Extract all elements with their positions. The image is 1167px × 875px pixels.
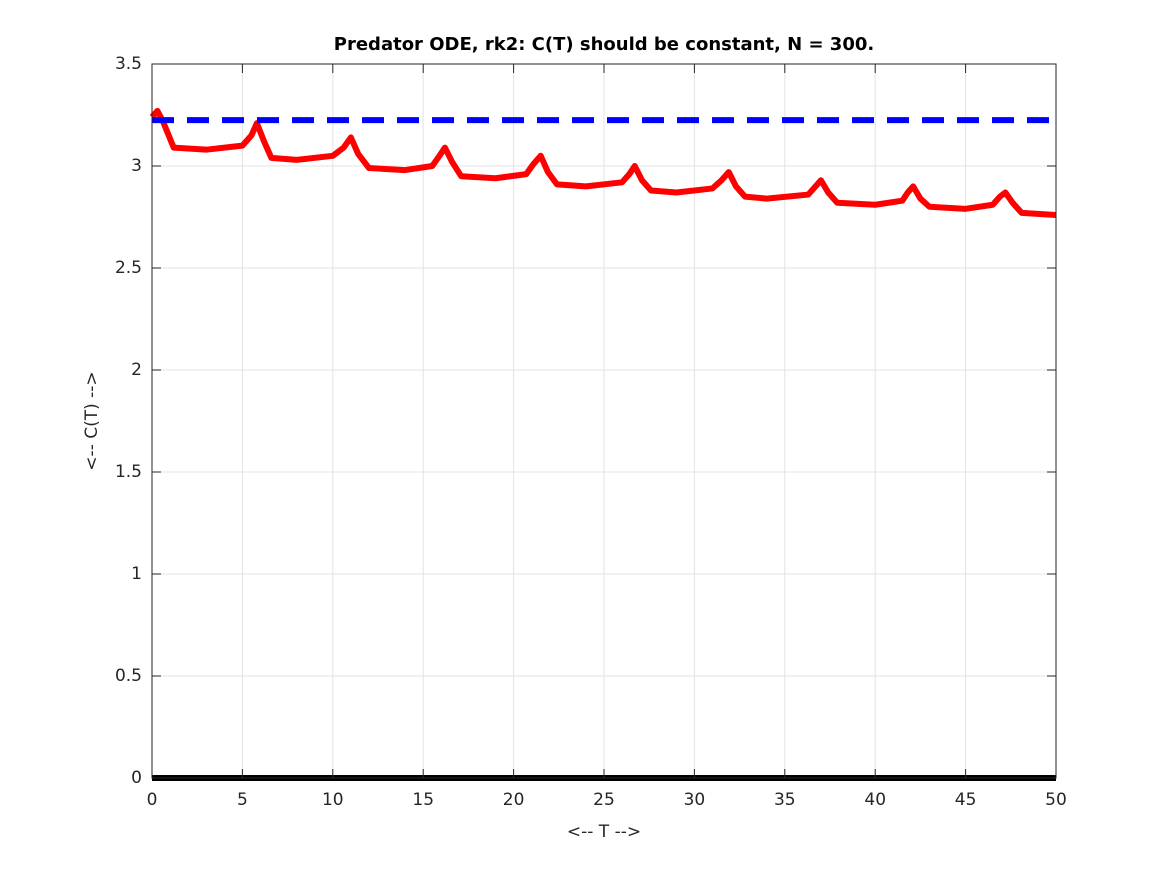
y-axis-label: <-- C(T) --> (82, 371, 102, 470)
ticks: 0 5 10 15 20 25 30 35 40 45 50 0 0.5 1 1.5 2 2.5 3 3.5 (115, 54, 1067, 810)
x-tick-label: 35 (774, 790, 796, 810)
x-tick-label: 25 (593, 790, 615, 810)
y-tick-label: 1.5 (115, 462, 142, 482)
y-tick-label: 3 (131, 156, 142, 176)
x-axis-label: <-- T --> (567, 822, 641, 842)
y-tick-label: 2 (131, 360, 142, 380)
x-tick-label: 40 (864, 790, 886, 810)
y-tick-label: 1 (131, 564, 142, 584)
chart-title: Predator ODE, rk2: C(T) should be consta… (334, 34, 874, 55)
x-tick-label: 15 (412, 790, 434, 810)
x-tick-label: 0 (147, 790, 158, 810)
y-tick-label: 0.5 (115, 666, 142, 686)
x-tick-label: 45 (955, 790, 977, 810)
y-tick-label: 3.5 (115, 54, 142, 74)
x-tick-label: 50 (1045, 790, 1067, 810)
x-tick-label: 10 (322, 790, 344, 810)
y-tick-label: 2.5 (115, 258, 142, 278)
y-tick-label: 0 (131, 768, 142, 788)
x-tick-label: 30 (684, 790, 706, 810)
x-tick-label: 20 (503, 790, 525, 810)
data-line (149, 107, 1057, 218)
x-tick-label: 5 (237, 790, 248, 810)
